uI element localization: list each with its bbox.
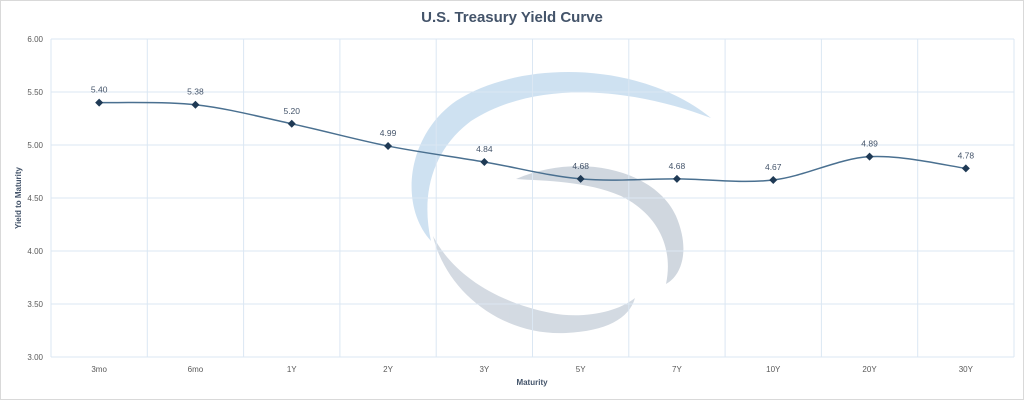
data-points bbox=[95, 98, 970, 184]
data-label: 4.84 bbox=[476, 144, 493, 154]
x-tick-label: 1Y bbox=[287, 365, 297, 374]
series-line bbox=[99, 101, 966, 183]
x-tick-label: 2Y bbox=[383, 365, 393, 374]
data-labels: 5.40 5.38 5.20 4.99 4.84 4.68 4.68 4.67 4.89 4.78 bbox=[91, 85, 975, 172]
data-label: 4.68 bbox=[669, 161, 686, 171]
data-label: 4.67 bbox=[765, 162, 782, 172]
data-point-marker bbox=[865, 152, 874, 161]
y-axis: 3.00 3.50 4.00 4.50 5.00 5.50 6.00 bbox=[27, 35, 43, 362]
x-tick-label: 6mo bbox=[188, 365, 204, 374]
y-axis-title: Yield to Maturity bbox=[14, 166, 23, 228]
data-label: 4.89 bbox=[861, 139, 878, 149]
data-point-marker bbox=[961, 164, 970, 173]
data-label: 5.40 bbox=[91, 85, 108, 95]
gridlines bbox=[50, 38, 1015, 358]
data-point-marker bbox=[95, 98, 104, 107]
series-line-path bbox=[99, 101, 966, 183]
data-point-marker bbox=[384, 142, 393, 151]
y-tick-label: 4.50 bbox=[27, 194, 43, 203]
y-tick-label: 4.00 bbox=[27, 247, 43, 256]
x-tick-label: 3Y bbox=[479, 365, 489, 374]
watermark-logo bbox=[411, 72, 711, 334]
x-axis: 3mo 6mo 1Y 2Y 3Y 5Y 7Y 10Y 20Y 30Y bbox=[91, 365, 973, 374]
y-tick-label: 5.00 bbox=[27, 141, 43, 150]
data-label: 4.68 bbox=[572, 161, 589, 171]
x-axis-title: Maturity bbox=[516, 378, 548, 387]
data-label: 5.38 bbox=[187, 87, 204, 97]
data-point-marker bbox=[576, 174, 585, 183]
data-point-marker bbox=[769, 175, 778, 184]
data-point-marker bbox=[191, 100, 200, 109]
data-point-marker bbox=[672, 174, 681, 183]
x-tick-label: 30Y bbox=[959, 365, 974, 374]
x-tick-label: 3mo bbox=[91, 365, 107, 374]
data-label: 4.99 bbox=[380, 128, 397, 138]
x-tick-label: 20Y bbox=[862, 365, 877, 374]
x-tick-label: 5Y bbox=[576, 365, 586, 374]
y-tick-label: 3.00 bbox=[27, 353, 43, 362]
data-point-marker bbox=[287, 119, 296, 128]
x-tick-label: 10Y bbox=[766, 365, 781, 374]
data-point-marker bbox=[480, 157, 489, 166]
y-tick-label: 5.50 bbox=[27, 88, 43, 97]
x-tick-label: 7Y bbox=[672, 365, 682, 374]
data-label: 5.20 bbox=[283, 106, 300, 116]
data-label: 4.78 bbox=[958, 150, 975, 160]
y-tick-label: 6.00 bbox=[27, 35, 43, 44]
y-tick-label: 3.50 bbox=[27, 300, 43, 309]
chart-title: U.S. Treasury Yield Curve bbox=[421, 9, 603, 26]
